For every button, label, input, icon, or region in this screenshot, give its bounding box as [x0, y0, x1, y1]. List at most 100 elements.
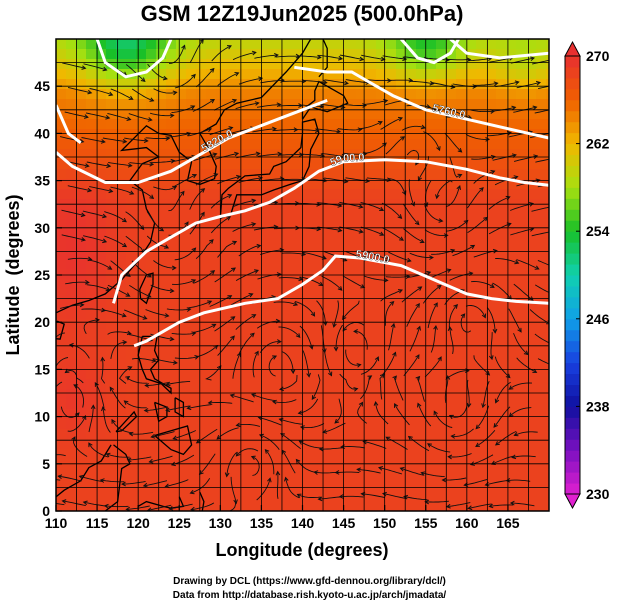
heatmap-cell — [66, 99, 77, 110]
wind-arrowhead — [357, 127, 363, 133]
heatmap-cell — [246, 459, 257, 470]
heatmap-cell — [66, 349, 77, 360]
heatmap-cell — [476, 339, 487, 350]
heatmap-cell — [216, 429, 227, 440]
heatmap-cell — [206, 509, 217, 511]
heatmap-cell — [236, 499, 247, 510]
wind-arrowhead — [211, 323, 217, 328]
heatmap-cell — [286, 479, 297, 490]
heatmap-cell — [166, 429, 177, 440]
heatmap-cell — [236, 379, 247, 390]
wind-streamline — [513, 333, 529, 355]
colorbar-segment — [565, 340, 580, 353]
wind-streamline — [217, 175, 241, 185]
heatmap-cell — [226, 469, 237, 480]
heatmap-cell — [336, 389, 347, 400]
heatmap-cell — [196, 419, 207, 430]
heatmap-cell — [486, 369, 497, 380]
heatmap-cell — [426, 269, 437, 280]
heatmap-cell — [186, 239, 197, 250]
heatmap-cell — [546, 489, 549, 500]
wind-arrowhead — [57, 474, 63, 479]
heatmap-cell — [76, 119, 87, 130]
heatmap-cell — [56, 439, 67, 450]
wind-streamline — [88, 405, 94, 433]
heatmap-cell — [76, 39, 87, 50]
heatmap-cell — [96, 479, 107, 490]
heatmap-cell — [326, 299, 337, 310]
wind-streamline — [67, 257, 92, 260]
heatmap-cell — [76, 79, 87, 90]
heatmap-cell — [266, 189, 277, 200]
heatmap-cell — [206, 119, 217, 130]
heatmap-cell — [56, 119, 67, 130]
heatmap-cell — [346, 99, 357, 110]
heatmap-cell — [216, 499, 227, 510]
heatmap-cell — [426, 319, 437, 330]
wind-streamline — [151, 431, 175, 438]
y-tick-label: 25 — [34, 267, 50, 283]
heatmap-cell — [276, 229, 287, 240]
heatmap-cell — [236, 279, 247, 290]
wind-streamline — [238, 177, 263, 183]
heatmap-cell — [546, 39, 549, 50]
heatmap-cell — [116, 149, 127, 160]
heatmap-cell — [276, 239, 287, 250]
heatmap-cell — [476, 189, 487, 200]
heatmap-cell — [496, 289, 507, 300]
heatmap-cell — [546, 469, 549, 480]
wind-streamline — [404, 496, 428, 501]
heatmap-cell — [356, 159, 367, 170]
heatmap-cell — [296, 219, 307, 230]
heatmap-cell — [326, 39, 337, 50]
wind-streamline — [508, 308, 522, 333]
heatmap-cell — [296, 119, 307, 130]
heatmap-cell — [226, 179, 237, 190]
heatmap-cell — [386, 229, 397, 240]
heatmap-cell — [446, 169, 457, 180]
heatmap-cell — [86, 309, 97, 320]
wind-arrowhead — [78, 474, 84, 480]
heatmap-cell — [346, 509, 357, 511]
heatmap-cell — [486, 179, 497, 190]
heatmap-cell — [366, 429, 377, 440]
heatmap-cell — [376, 409, 387, 420]
heatmap-cell — [336, 509, 347, 511]
heatmap-cell — [166, 139, 177, 150]
heatmap-cell — [436, 219, 447, 230]
wind-streamline — [384, 301, 394, 326]
heatmap-cell — [276, 249, 287, 260]
heatmap-cell — [376, 39, 387, 50]
heatmap-cell — [406, 179, 417, 190]
heatmap-cell — [206, 469, 217, 480]
wind-arrowhead — [172, 90, 178, 96]
wind-streamline — [173, 430, 196, 440]
heatmap-cell — [536, 69, 547, 80]
heatmap-cell — [106, 119, 117, 130]
heatmap-cell — [126, 319, 137, 330]
heatmap-cell — [206, 99, 217, 110]
heatmap-cell — [116, 99, 127, 110]
heatmap-cell — [86, 509, 97, 511]
wind-arrowhead — [159, 226, 165, 232]
wind-arrowhead — [377, 121, 383, 126]
wind-arrowhead — [273, 200, 279, 205]
wind-arrowhead — [128, 431, 134, 437]
heatmap-cell — [186, 459, 197, 470]
wind-streamline — [337, 128, 362, 131]
heatmap-cell — [516, 419, 527, 430]
wind-arrowhead — [426, 270, 432, 276]
heatmap-cell — [276, 179, 287, 190]
heatmap-cell — [246, 39, 257, 50]
heatmap-cell — [506, 439, 517, 450]
heatmap-cell — [156, 89, 167, 100]
contour-line — [112, 158, 549, 304]
heatmap-cell — [226, 299, 237, 310]
heatmap-cell — [426, 349, 437, 360]
heatmap-cell — [316, 119, 327, 130]
heatmap-cell — [396, 499, 407, 510]
heatmap-cell — [246, 109, 257, 120]
heatmap-cell — [86, 479, 97, 490]
heatmap-cell — [356, 119, 367, 130]
heatmap-cell — [456, 369, 467, 380]
